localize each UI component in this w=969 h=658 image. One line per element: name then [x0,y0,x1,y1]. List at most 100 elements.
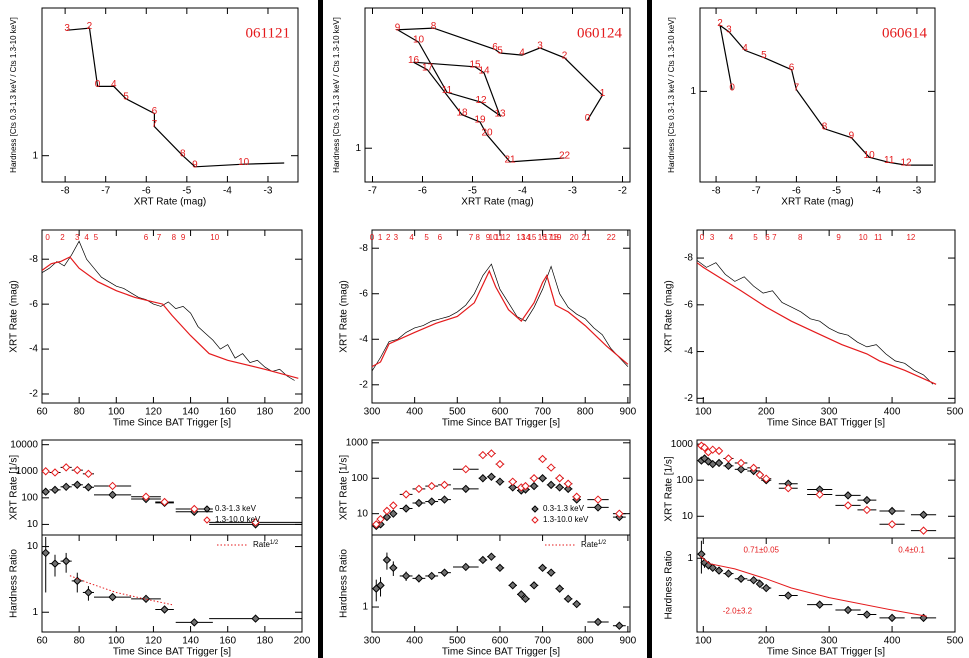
point-label: 2 [87,21,93,32]
data-point [478,450,488,460]
data-point [461,464,471,474]
data-point [251,614,260,623]
segment-label: 11 [874,233,883,242]
point-label: 16 [408,55,420,66]
segment-label: 22 [607,233,616,242]
data-point [529,581,539,590]
x-tick-label: -4 [223,186,232,197]
data-point [538,474,547,483]
segment-label: 11 [495,233,504,242]
data-point [41,548,50,558]
x-tick-label: 900 [620,636,637,647]
data-point [714,458,724,468]
data-point [382,506,392,516]
data-point [704,457,713,466]
x-axis-label: XRT Rate (mag) [134,197,206,208]
data-point [555,584,564,593]
data-point [73,480,82,489]
annotation: -2.0±3.2 [723,606,753,615]
y-tick-label: 1 [32,607,38,618]
legend-label: 0.3-1.3 keV [543,504,585,513]
point-label: 9 [395,22,401,33]
y-tick-label: 1 [355,143,361,154]
segment-label: 6 [438,233,443,242]
x-tick-label: 180 [257,407,274,418]
y-axis-label: XRT Rate [1/s] [339,455,350,520]
legend-label-text: Rate [581,540,598,549]
data-point [529,481,539,491]
x-tick-label: -3 [568,186,577,197]
x-tick-label: 180 [257,636,274,647]
segment-label: 3 [75,233,80,242]
point-label: 10 [413,35,425,46]
y-axis-label: Hardness [Cts 0.3-1.3 keV / Cts 1.3-10 k… [9,17,18,173]
data-point [815,490,824,499]
data-point [755,470,765,480]
point-label: 10 [238,157,250,168]
data-point [508,483,517,492]
y-axis-label: Hardness Ratio [9,549,20,618]
legend-label: 0.3-1.3 keV [215,504,257,513]
legend-label-sup: 1/2 [598,540,607,546]
y-tick-label: 1 [32,150,38,161]
segment-label: 2 [386,233,391,242]
y-axis-label: Hardness Ratio [339,549,350,618]
data-point [190,504,199,514]
x-tick-label: 60 [36,636,48,647]
data-point [887,613,897,623]
data-point [521,594,530,604]
y-axis-label: XRT Rate [1/s] [9,455,20,520]
y-tick-label: 1 [362,602,368,613]
segment-label: 10 [489,233,498,242]
data-point [141,492,151,501]
x-tick-label: 120 [145,407,162,418]
segment-label: 12 [501,233,510,242]
data-point [538,454,547,464]
data-point [843,605,853,615]
x-tick-label: 200 [758,636,775,647]
point-label: 2 [562,50,568,61]
y-axis-label: Hardness [Cts 0.3-1.3 keV / Cts 1.3-10 k… [667,17,676,173]
x-tick-label: 200 [758,407,775,418]
x-axis-label: Time Since BAT Trigger [s] [442,418,560,429]
plot-frame [41,229,303,404]
data-point [517,590,526,599]
segment-label: 5 [94,233,99,242]
data-point [372,520,381,529]
plot-frame [371,229,631,404]
data-line [719,24,933,166]
y-tick-label: 10 [357,508,369,519]
segment-label: 3 [394,233,399,242]
chart-title: 060124 [577,25,623,41]
y-tick-label: -4 [684,346,693,357]
segment-label: 19 [553,233,562,242]
segment-label: 8 [476,233,481,242]
data-point [50,485,60,495]
data-point [736,574,746,583]
data-point [461,484,471,494]
data-point [593,495,603,504]
plot-frame [41,7,299,183]
data-point [160,605,169,614]
plot-frame [699,7,936,183]
data-point [401,571,411,581]
x-tick-label: 400 [884,636,901,647]
segment-label: 7 [772,233,777,242]
x-axis-label: Time Since BAT Trigger [s] [113,647,231,658]
x-tick-label: -6 [792,186,801,197]
data-point [251,518,260,527]
point-label: 5 [761,50,767,61]
x-tick-label: 200 [294,407,311,418]
point-label: 6 [492,42,498,53]
plot-frame [41,534,303,633]
data-point [749,575,758,585]
x-axis-label: Time Since BAT Trigger [s] [442,647,560,658]
segment-label: 8 [798,233,803,242]
segment-label: 9 [181,233,186,242]
data-point [724,461,733,471]
point-label: 11 [884,155,895,166]
x-tick-label: 500 [449,636,466,647]
x-tick-label: 900 [620,407,637,418]
y-tick-label: -4 [359,334,368,345]
